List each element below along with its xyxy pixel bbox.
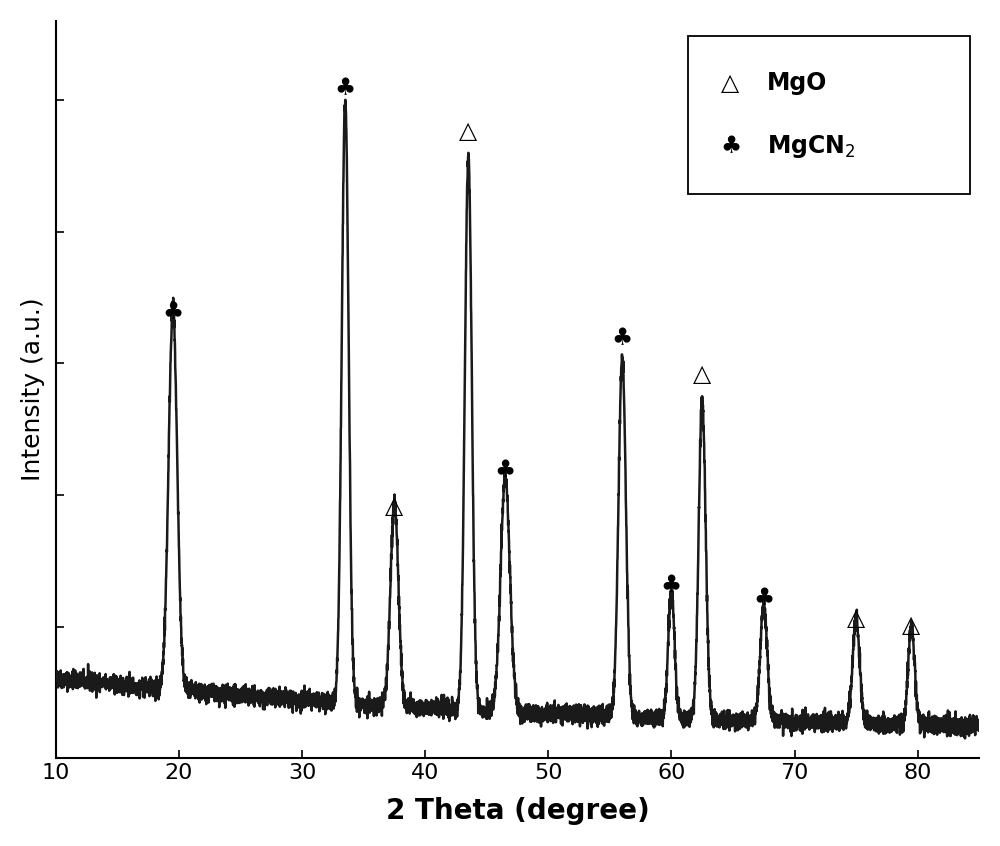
Text: ♣: ♣ (721, 135, 742, 158)
Y-axis label: Intensity (a.u.): Intensity (a.u.) (21, 298, 45, 481)
Text: ♣: ♣ (612, 326, 633, 350)
Text: △: △ (847, 606, 865, 630)
Text: MgO: MgO (767, 71, 827, 96)
FancyBboxPatch shape (688, 36, 970, 195)
Text: ♣: ♣ (753, 586, 774, 610)
Text: △: △ (693, 362, 711, 387)
Text: △: △ (459, 118, 477, 143)
Text: ♣: ♣ (335, 76, 356, 100)
Text: △: △ (721, 71, 739, 96)
Text: MgCN$_2$: MgCN$_2$ (767, 133, 855, 160)
Text: ♣: ♣ (162, 299, 183, 324)
X-axis label: 2 Theta (degree): 2 Theta (degree) (386, 797, 649, 825)
Text: △: △ (385, 494, 404, 518)
Text: ♣: ♣ (661, 573, 682, 597)
Text: △: △ (902, 613, 921, 636)
Text: ♣: ♣ (495, 458, 516, 482)
